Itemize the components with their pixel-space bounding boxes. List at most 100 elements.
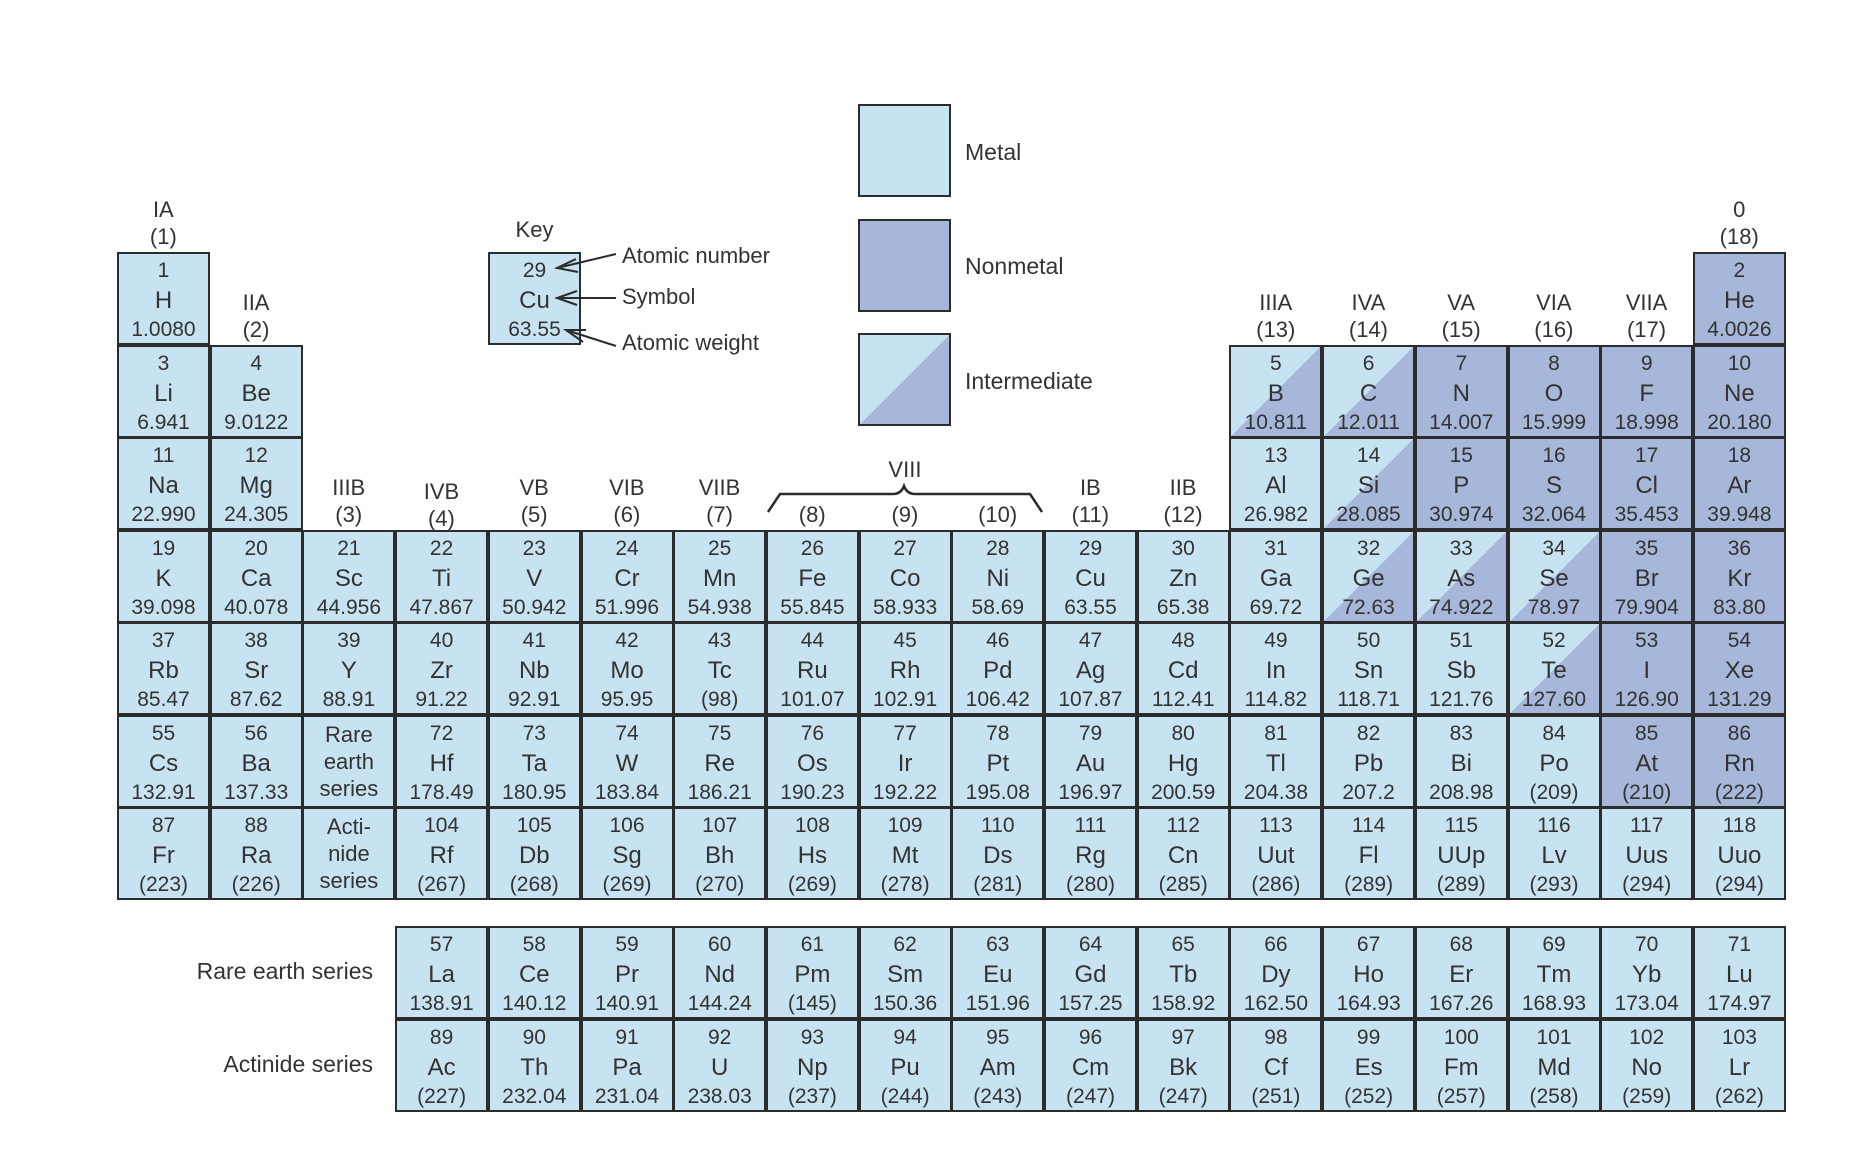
atomic-number: 34 xyxy=(1542,536,1566,560)
atomic-weight: (268) xyxy=(509,873,559,896)
atomic-number: 115 xyxy=(1444,814,1479,837)
element-symbol: He xyxy=(1724,287,1755,314)
element-cell-po: 84 Po (209) xyxy=(1507,714,1601,808)
atomic-weight: (293) xyxy=(1529,873,1579,896)
element-symbol: P xyxy=(1453,472,1470,499)
atomic-number: 7 xyxy=(1455,351,1468,375)
atomic-number: 11 xyxy=(152,444,175,467)
element-symbol: UUp xyxy=(1437,842,1486,869)
atomic-weight: 192.22 xyxy=(872,780,938,804)
element-cell-np: 93 Np (237) xyxy=(765,1018,859,1112)
element-cell-hg: 80 Hg 200.59 xyxy=(1136,714,1230,808)
atomic-number: 18 xyxy=(1727,444,1752,467)
element-cell-am: 95 Am (243) xyxy=(951,1018,1045,1112)
element-symbol: Ca xyxy=(240,564,272,592)
element-cell-cs: 55 Cs 132.91 xyxy=(117,714,210,808)
atomic-number-pointer xyxy=(556,253,617,269)
element-cell-rn: 86 Rn (222) xyxy=(1692,714,1786,808)
atomic-weight: (244) xyxy=(880,1084,930,1108)
element-cell-es: 99 Es (252) xyxy=(1322,1018,1416,1112)
element-cell-zr: 40 Zr 91.22 xyxy=(395,622,489,715)
atomic-number: 111 xyxy=(1074,814,1107,837)
atomic-weight: 137.33 xyxy=(224,780,289,804)
element-cell-cm: 96 Cm (247) xyxy=(1044,1018,1137,1112)
element-cell-s: 16 S 32.064 xyxy=(1507,437,1601,530)
atomic-weight: (251) xyxy=(1251,1084,1301,1108)
atomic-weight: 72.63 xyxy=(1342,595,1395,619)
atomic-weight: 91.22 xyxy=(415,688,468,711)
atomic-weight: 168.93 xyxy=(1521,992,1587,1015)
element-symbol: Cf xyxy=(1263,1053,1288,1081)
atomic-number: 59 xyxy=(615,933,639,956)
atomic-weight: 6.941 xyxy=(137,410,190,434)
element-cell-rg: 111 Rg (280) xyxy=(1044,807,1137,900)
actinide-series-label: Actinide series xyxy=(223,1051,373,1077)
atomic-number: 6 xyxy=(1362,351,1375,375)
element-symbol: Pu xyxy=(890,1053,920,1081)
atomic-number: 28 xyxy=(986,536,1010,560)
element-cell-b: 5 B 10.811 xyxy=(1229,344,1323,438)
atomic-number: 25 xyxy=(708,536,732,560)
atomic-number: 20 xyxy=(244,536,268,560)
element-cell-sc: 21 Sc 44.956 xyxy=(302,529,396,623)
element-cell-bh: 107 Bh (270) xyxy=(673,807,767,900)
atomic-number: 1 xyxy=(157,259,170,282)
atomic-number: 81 xyxy=(1264,721,1288,745)
element-cell-ga: 31 Ga 69.72 xyxy=(1229,529,1323,623)
atomic-weight: 12.011 xyxy=(1337,410,1400,434)
atomic-weight: 4.0026 xyxy=(1707,318,1772,341)
atomic-weight: 39.098 xyxy=(131,595,196,619)
atomic-number: 116 xyxy=(1537,814,1571,837)
element-symbol: Ac xyxy=(427,1053,456,1081)
atomic-number: 31 xyxy=(1264,536,1288,560)
atomic-number: 9 xyxy=(1640,351,1653,375)
atomic-number: 99 xyxy=(1356,1025,1381,1049)
element-cell-kr: 36 Kr 83.80 xyxy=(1692,529,1786,623)
atomic-number: 86 xyxy=(1727,721,1752,745)
atomic-number: 33 xyxy=(1449,536,1473,560)
atomic-weight: 164.93 xyxy=(1336,992,1401,1015)
element-symbol: Cr xyxy=(614,564,640,592)
atomic-number: 52 xyxy=(1542,629,1566,652)
group-viii-bracket xyxy=(766,482,1044,513)
element-cell-tb: 65 Tb 158.92 xyxy=(1136,926,1230,1019)
element-symbol: Es xyxy=(1354,1053,1383,1081)
atomic-weight: 58.69 xyxy=(971,595,1025,619)
element-symbol: Ho xyxy=(1353,961,1384,988)
element-symbol: Mo xyxy=(610,657,644,684)
atomic-number: 75 xyxy=(708,721,732,745)
element-symbol: Ar xyxy=(1727,472,1752,499)
element-cell-sn: 50 Sn 118.71 xyxy=(1322,622,1416,715)
atomic-number: 98 xyxy=(1264,1025,1288,1049)
element-symbol: La xyxy=(428,961,455,988)
key-atomic-number-label: Atomic number xyxy=(622,243,770,268)
atomic-number: 35 xyxy=(1635,536,1659,560)
atomic-number: 91 xyxy=(615,1025,639,1049)
rare-earth-placeholder-cell: Rare earth series xyxy=(302,714,396,808)
atomic-weight: 102.91 xyxy=(872,688,938,711)
atomic-weight: 127.60 xyxy=(1521,688,1587,711)
atomic-number: 4 xyxy=(250,351,263,375)
placeholder-text: Acti- nide series xyxy=(319,814,379,893)
atomic-number: 113 xyxy=(1259,814,1293,837)
atomic-weight-pointer xyxy=(565,329,617,347)
atomic-number: 63 xyxy=(986,933,1010,956)
group-label-8: (8) xyxy=(798,501,826,527)
key-symbol-label: Symbol xyxy=(622,284,696,309)
atomic-weight: 65.38 xyxy=(1156,595,1210,619)
key-atomic-weight-label: Atomic weight xyxy=(622,330,759,355)
element-symbol: Pa xyxy=(612,1053,642,1081)
atomic-number: 55 xyxy=(151,721,176,745)
group-label-4: IVB (4) xyxy=(423,478,460,531)
atomic-weight: 35.453 xyxy=(1614,503,1679,526)
element-symbol: At xyxy=(1635,749,1659,777)
atomic-weight: (269) xyxy=(787,873,837,896)
element-cell-ni: 28 Ni 58.69 xyxy=(951,529,1045,623)
element-cell-br: 35 Br 79.904 xyxy=(1600,529,1694,623)
atomic-weight: 151.96 xyxy=(965,992,1030,1015)
atomic-number: 101 xyxy=(1536,1025,1572,1049)
element-cell-mt: 109 Mt (278) xyxy=(858,807,952,900)
atomic-weight: (210) xyxy=(1622,780,1672,804)
element-symbol: Si xyxy=(1357,472,1380,499)
atomic-number: 27 xyxy=(893,536,917,560)
